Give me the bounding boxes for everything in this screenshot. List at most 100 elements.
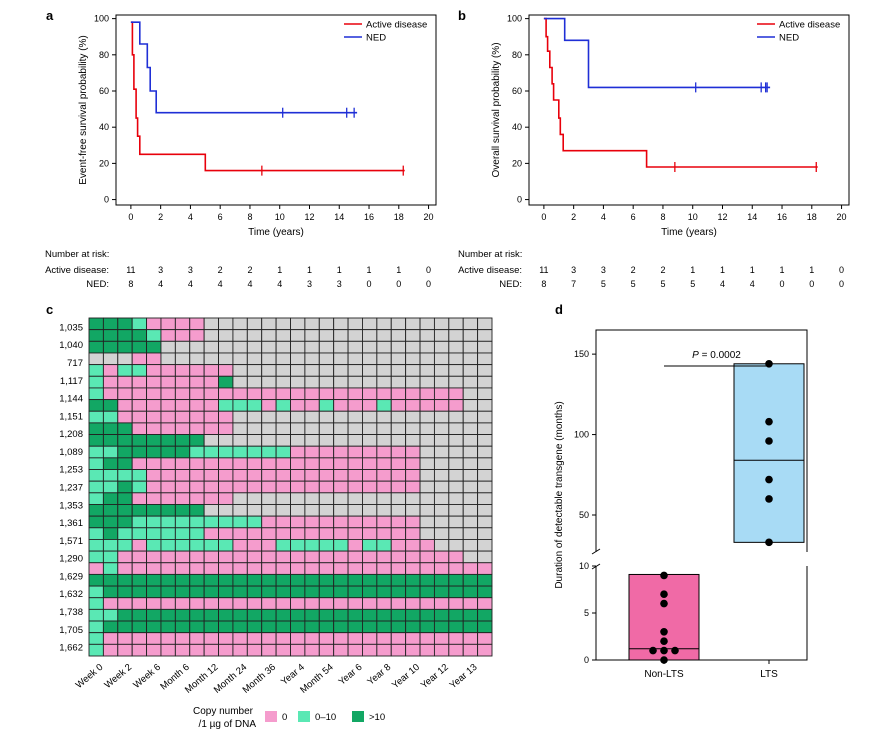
- heatmap-cell: [362, 457, 378, 470]
- legend-label: Active disease: [366, 20, 427, 31]
- data-point: [660, 571, 668, 580]
- heatmap-cell: [318, 434, 335, 447]
- heatmap-cell: [102, 434, 119, 447]
- heatmap-cell: [333, 608, 349, 622]
- heatmap-cell: [203, 457, 219, 470]
- heatmap-cell: [146, 457, 162, 470]
- heatmap-cell: [419, 597, 435, 610]
- heatmap-cell: [419, 527, 435, 540]
- risk-value: 3: [571, 265, 576, 275]
- heatmap-cell: [146, 539, 162, 552]
- heatmap-cell: [102, 573, 119, 587]
- heatmap-cell: [405, 445, 421, 459]
- heatmap-cell: [203, 643, 219, 657]
- heatmap-cell: [160, 399, 176, 412]
- heatmap-cell: [261, 632, 277, 645]
- heatmap-cell: [189, 515, 205, 529]
- heatmap-cell: [290, 329, 306, 342]
- heatmap-row-label: 1,353: [59, 500, 83, 511]
- p-symbol: P: [692, 350, 699, 361]
- heatmap-cell: [477, 643, 493, 657]
- heatmap-cell: [189, 422, 205, 436]
- heatmap-cell: [160, 457, 176, 470]
- heatmap-cell: [304, 527, 320, 540]
- heatmap-cell: [433, 527, 450, 540]
- heatmap-cell: [88, 387, 104, 401]
- heatmap-cell: [88, 329, 104, 342]
- heatmap-cell: [405, 539, 421, 552]
- heatmap-cell: [318, 480, 335, 494]
- heatmap-cell: [419, 329, 435, 342]
- heatmap-cell: [347, 608, 363, 622]
- heatmap-cell: [290, 469, 306, 482]
- heatmap-cell: [448, 504, 464, 517]
- heatmap-cell: [362, 573, 378, 587]
- heatmap-cell: [174, 410, 191, 424]
- heatmap-cell: [290, 492, 306, 505]
- heatmap-cell: [462, 410, 479, 424]
- heatmap-cell: [347, 469, 363, 482]
- heatmap-cell: [419, 515, 435, 529]
- heatmap-cell: [477, 539, 493, 552]
- heatmap-cell: [232, 422, 248, 436]
- heatmap-cell: [261, 340, 277, 354]
- heatmap-cell: [146, 573, 162, 587]
- heatmap-cell: [102, 643, 119, 657]
- y-tick-label: 100: [574, 430, 589, 440]
- heatmap-cell: [232, 515, 248, 529]
- heatmap-col-label: Week 6: [131, 662, 163, 691]
- heatmap-cell: [160, 387, 176, 401]
- heatmap-cell: [218, 504, 234, 517]
- x-tick-label: 18: [394, 212, 404, 222]
- heatmap-row-label: 1,662: [59, 643, 83, 654]
- heatmap-cell: [477, 469, 493, 482]
- risk-value: 0: [426, 279, 431, 289]
- heatmap-cell: [419, 422, 435, 436]
- heatmap-cell: [246, 317, 263, 331]
- heatmap-cell: [462, 620, 479, 634]
- heatmap-cell: [189, 375, 205, 389]
- heatmap-cell: [232, 643, 248, 657]
- heatmap-cell: [318, 445, 335, 459]
- heatmap-cell: [419, 445, 435, 459]
- heatmap-cell: [102, 632, 119, 645]
- heatmap-cell: [290, 597, 306, 610]
- heatmap-cell: [189, 329, 205, 342]
- heatmap-cell: [462, 643, 479, 657]
- heatmap-cell: [189, 340, 205, 354]
- heatmap-cell: [160, 375, 176, 389]
- heatmap-cell: [203, 469, 219, 482]
- heatmap-cell: [290, 539, 306, 552]
- heatmap-cell: [160, 329, 176, 342]
- heatmap-cell: [203, 422, 219, 436]
- heatmap-row-label: 1,151: [59, 411, 83, 422]
- y-tick-label: 0: [517, 195, 522, 205]
- heatmap-cell: [146, 434, 162, 447]
- heatmap-cell: [232, 410, 248, 424]
- heatmap-cell: [203, 597, 219, 610]
- heatmap-cell: [333, 352, 349, 366]
- heatmap-cell: [102, 608, 119, 622]
- heatmap-cell: [333, 632, 349, 645]
- heatmap-cell: [232, 364, 248, 377]
- risk-value: 1: [396, 265, 401, 275]
- heatmap-cell: [405, 480, 421, 494]
- heatmap-cell: [218, 422, 234, 436]
- x-tick-label: 4: [601, 212, 606, 222]
- heatmap-cell: [117, 504, 133, 517]
- heatmap-cell: [347, 504, 363, 517]
- heatmap-cell: [88, 573, 104, 587]
- heatmap-cell: [174, 585, 191, 599]
- panel-label-d: d: [555, 302, 563, 317]
- heatmap-cell: [189, 457, 205, 470]
- heatmap-cell: [405, 329, 421, 342]
- km-plot-event-free: 0 2 4 6 8 10 12 14 16 18 20 0 20 40 60 80 100 Time (years…: [78, 14, 437, 238]
- heatmap-cell: [419, 434, 435, 447]
- heatmap-cell: [218, 340, 234, 354]
- heatmap-cell: [376, 422, 392, 436]
- heatmap-cell: [275, 422, 291, 436]
- heatmap-cell: [275, 457, 291, 470]
- risk-value: 0: [367, 279, 372, 289]
- heatmap-cell: [232, 457, 248, 470]
- heatmap-cell: [203, 585, 219, 599]
